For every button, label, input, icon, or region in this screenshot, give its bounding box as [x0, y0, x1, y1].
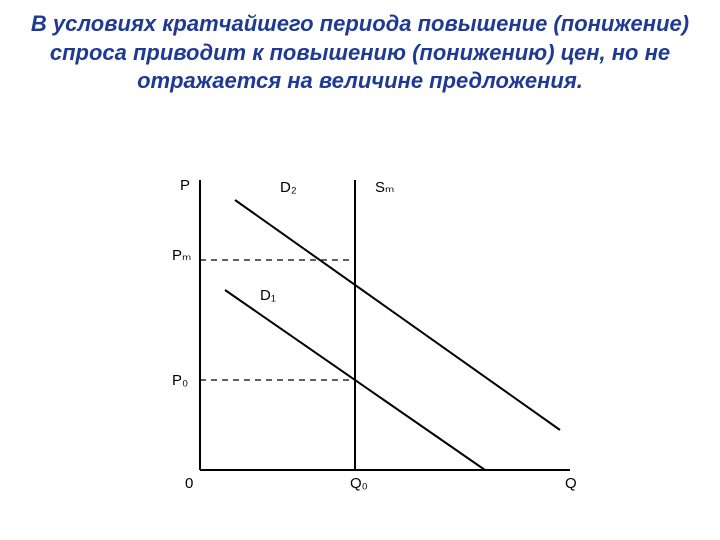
label-q: Q	[565, 475, 577, 492]
supply-demand-chart: P Q 0 D₂ Sₘ D₁ Pₘ P₀ Q₀	[150, 170, 600, 510]
label-p: P	[180, 177, 190, 194]
label-d1: D₁	[260, 287, 276, 304]
label-q0: Q₀	[350, 475, 368, 492]
slide-title: В условиях кратчайшего периода повышение…	[0, 0, 720, 96]
chart-svg: P Q 0 D₂ Sₘ D₁ Pₘ P₀ Q₀	[150, 170, 600, 510]
label-origin: 0	[185, 475, 193, 492]
label-p0: P₀	[172, 372, 188, 389]
title-text: В условиях кратчайшего периода повышение…	[31, 11, 689, 93]
demand-line-2	[235, 200, 560, 430]
label-d2: D₂	[280, 179, 297, 196]
label-sm: Sₘ	[375, 179, 394, 196]
label-pm: Pₘ	[172, 247, 191, 264]
